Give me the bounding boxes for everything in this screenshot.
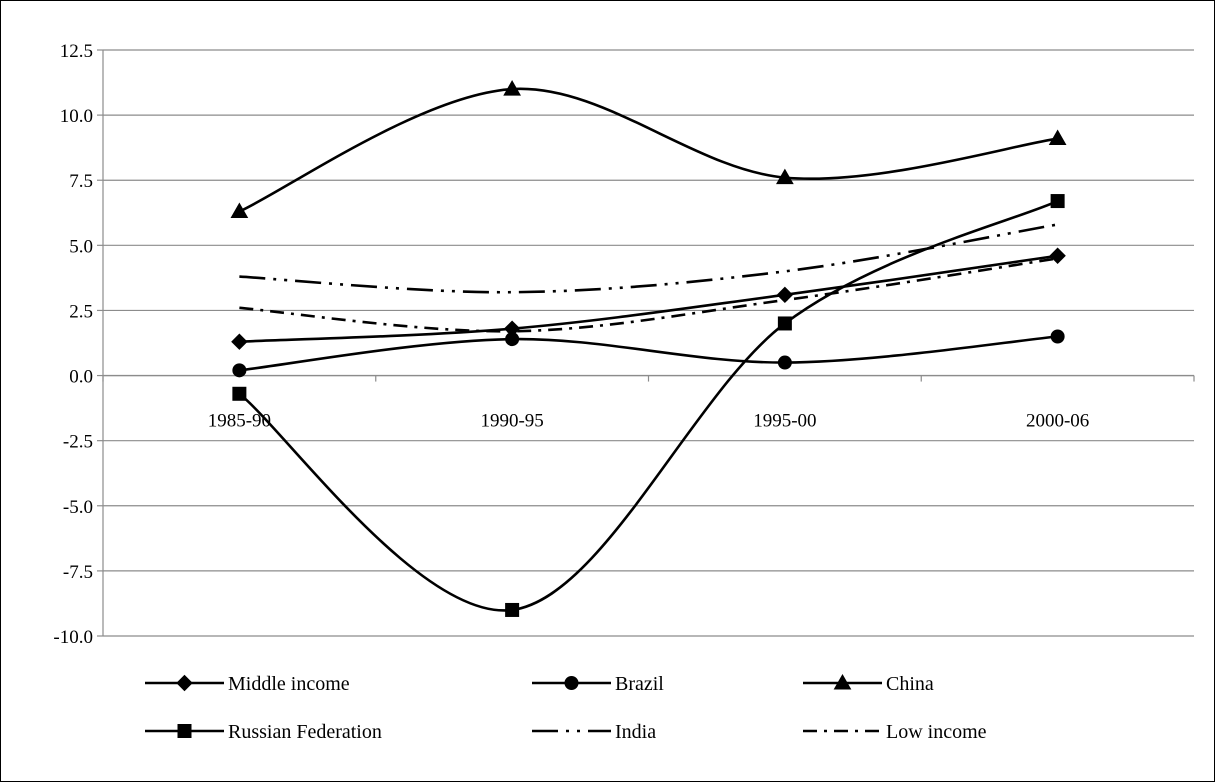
series-markers bbox=[230, 80, 1067, 617]
legend-item-india: India bbox=[532, 721, 656, 743]
data-point-middle-income bbox=[231, 333, 248, 350]
data-point-middle-income bbox=[776, 286, 794, 304]
legend-item-russian-federation: Russian Federation bbox=[145, 721, 382, 743]
y-tick-label: -7.5 bbox=[63, 562, 93, 583]
series-line-middle-income bbox=[239, 254, 1058, 343]
y-tick-label: 7.5 bbox=[69, 171, 93, 192]
legend-marker bbox=[833, 673, 852, 690]
y-tick-label: 0.0 bbox=[69, 367, 93, 388]
x-tick-label: 1990-95 bbox=[480, 411, 543, 432]
y-tick-label: -5.0 bbox=[63, 497, 93, 518]
data-point-russian-federation bbox=[1050, 194, 1065, 209]
legend: Middle income Brazil China Russian Federati… bbox=[145, 673, 987, 743]
y-tick-labels: 12.5 10.0 7.5 5.0 2.5 0.0 -2.5 -5.0 -7.5 -10.0 bbox=[53, 41, 93, 648]
data-point-china bbox=[776, 168, 794, 185]
x-tick-labels: 1985-90 1990-95 1995-00 2000-06 bbox=[208, 411, 1090, 432]
series-line-china bbox=[238, 87, 1058, 213]
series-lines bbox=[238, 87, 1059, 612]
x-tick-label: 2000-06 bbox=[1026, 411, 1089, 432]
data-point-brazil bbox=[777, 355, 792, 370]
y-tick-label: -2.5 bbox=[63, 432, 93, 453]
legend-label: Brazil bbox=[615, 673, 664, 695]
y-tick-label: 5.0 bbox=[69, 236, 93, 257]
data-point-china bbox=[230, 202, 249, 218]
legend-marker bbox=[564, 676, 579, 690]
legend-label: China bbox=[886, 673, 934, 695]
data-point-russian-federation bbox=[777, 316, 792, 331]
x-tick-label: 1995-00 bbox=[753, 411, 816, 432]
y-tick-label: 2.5 bbox=[69, 301, 93, 322]
legend-marker bbox=[177, 724, 192, 738]
y-tick-label: -10.0 bbox=[53, 627, 93, 648]
legend-item-middle-income: Middle income bbox=[145, 673, 350, 695]
legend-item-low-income: Low income bbox=[803, 721, 987, 743]
series-line-brazil bbox=[239, 335, 1058, 372]
legend-label: Russian Federation bbox=[228, 721, 382, 743]
data-point-russian-federation bbox=[232, 386, 247, 401]
y-tick-label: 10.0 bbox=[60, 106, 93, 127]
data-point-china bbox=[1048, 129, 1067, 146]
legend-marker bbox=[176, 674, 193, 692]
legend-label: India bbox=[615, 721, 656, 743]
data-point-middle-income bbox=[1049, 247, 1066, 264]
legend-label: Low income bbox=[886, 721, 987, 743]
data-point-brazil bbox=[1050, 329, 1065, 344]
legend-label: Middle income bbox=[228, 673, 350, 695]
data-point-brazil bbox=[505, 332, 520, 347]
series-line-russian-federation bbox=[238, 199, 1059, 612]
series-line-low-income bbox=[239, 257, 1058, 333]
data-point-russian-federation bbox=[505, 602, 520, 617]
series-line-india bbox=[239, 223, 1058, 294]
y-tick-label: 12.5 bbox=[60, 41, 93, 62]
data-point-brazil bbox=[232, 363, 247, 378]
x-tick-label: 1985-90 bbox=[208, 411, 271, 432]
axes bbox=[97, 49, 1195, 637]
legend-item-china: China bbox=[803, 673, 934, 695]
legend-item-brazil: Brazil bbox=[532, 673, 664, 695]
gridlines bbox=[103, 49, 1194, 637]
data-point-china bbox=[503, 80, 521, 96]
